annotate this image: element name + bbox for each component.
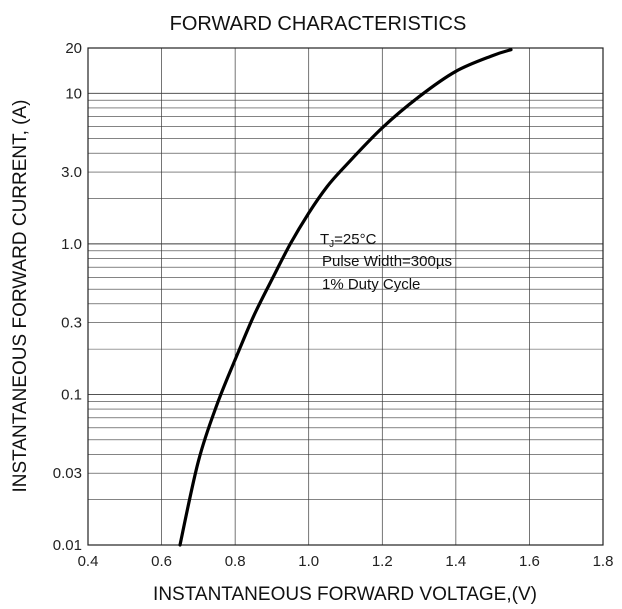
y-tick-label: 3.0	[61, 164, 82, 181]
annotation-temp-value: =25°C	[334, 231, 376, 248]
x-tick-label: 1.0	[298, 553, 319, 570]
y-tick-label: 0.1	[61, 386, 82, 403]
annotation-pulse-width: Pulse Width=300µs	[322, 253, 452, 270]
x-tick-label: 1.2	[372, 553, 393, 570]
chart-title: FORWARD CHARACTERISTICS	[170, 13, 467, 35]
y-tick-label: 1.0	[61, 236, 82, 253]
annotation-temperature: TJ=25°C	[320, 231, 377, 250]
x-tick-label: 0.4	[78, 553, 99, 570]
annotation-t: T	[320, 231, 329, 248]
y-axis-title: INSTANTANEOUS FORWARD CURRENT, (A)	[10, 99, 31, 492]
x-tick-label: 1.6	[519, 553, 540, 570]
grid	[87, 47, 604, 546]
plot-frame	[87, 47, 604, 546]
annotation-duty-cycle: 1% Duty Cycle	[322, 276, 420, 293]
y-tick-label: 0.3	[61, 315, 82, 332]
y-tick-label: 0.01	[53, 537, 82, 554]
x-tick-label: 0.6	[151, 553, 172, 570]
y-tick-label: 20	[65, 40, 82, 57]
annotation-subscript: J	[329, 239, 334, 250]
y-tick-label: 10	[65, 85, 82, 102]
x-tick-labels: 0.4 0.6 0.8 1.0 1.2 1.4 1.6 1.8	[78, 553, 614, 570]
x-axis-title: INSTANTANEOUS FORWARD VOLTAGE,(V)	[153, 584, 537, 605]
series-line	[178, 48, 513, 547]
y-tick-labels: 0.01 0.03 0.1 0.3 1.0 3.0 10 20	[53, 40, 82, 554]
series-layer	[178, 48, 513, 547]
x-tick-label: 1.4	[445, 553, 466, 570]
x-tick-label: 1.8	[593, 553, 614, 570]
x-tick-label: 0.8	[225, 553, 246, 570]
y-tick-label: 0.03	[53, 465, 82, 482]
